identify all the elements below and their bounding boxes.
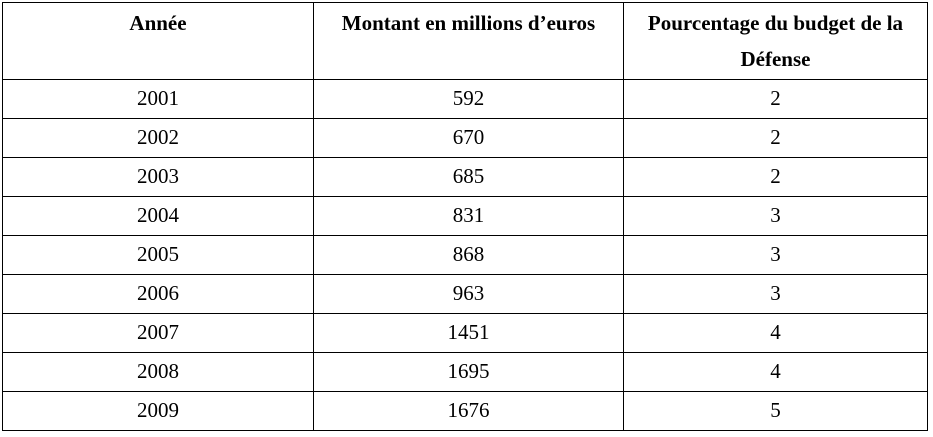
table-row: 2005 868 3 xyxy=(2,235,928,275)
year-cell: 2006 xyxy=(2,274,314,314)
percentage-cell: 3 xyxy=(623,196,928,236)
table-body: 2001 592 2 2002 670 2 2003 685 2 2004 831 3 2005 868 3… xyxy=(2,79,928,431)
table-row: 2001 592 2 xyxy=(2,79,928,119)
amount-cell: 1676 xyxy=(313,391,624,431)
amount-cell: 868 xyxy=(313,235,624,275)
header-pourcentage-line1: Pourcentage du budget de la xyxy=(647,11,904,35)
amount-cell: 1695 xyxy=(313,352,624,392)
year-cell: 2004 xyxy=(2,196,314,236)
header-row: Année Montant en millions d’euros Pource… xyxy=(2,2,928,80)
amount-cell: 963 xyxy=(313,274,624,314)
percentage-cell: 5 xyxy=(623,391,928,431)
year-cell: 2002 xyxy=(2,118,314,158)
table-row: 2008 1695 4 xyxy=(2,352,928,392)
percentage-cell: 3 xyxy=(623,274,928,314)
header-pourcentage: Pourcentage du budget de la Défense xyxy=(623,2,928,80)
amount-cell: 592 xyxy=(313,79,624,119)
year-cell: 2003 xyxy=(2,157,314,197)
table-row: 2006 963 3 xyxy=(2,274,928,314)
percentage-cell: 4 xyxy=(623,352,928,392)
table-row: 2003 685 2 xyxy=(2,157,928,197)
header-pourcentage-line2: Défense xyxy=(740,47,811,71)
amount-cell: 670 xyxy=(313,118,624,158)
year-cell: 2005 xyxy=(2,235,314,275)
year-cell: 2001 xyxy=(2,79,314,119)
year-cell: 2009 xyxy=(2,391,314,431)
table-row: 2004 831 3 xyxy=(2,196,928,236)
amount-cell: 1451 xyxy=(313,313,624,353)
year-cell: 2007 xyxy=(2,313,314,353)
header-montant: Montant en millions d’euros xyxy=(313,2,624,80)
table-row: 2002 670 2 xyxy=(2,118,928,158)
year-cell: 2008 xyxy=(2,352,314,392)
header-annee: Année xyxy=(2,2,314,80)
amount-cell: 685 xyxy=(313,157,624,197)
percentage-cell: 2 xyxy=(623,118,928,158)
budget-table: Année Montant en millions d’euros Pource… xyxy=(2,2,928,431)
amount-cell: 831 xyxy=(313,196,624,236)
percentage-cell: 2 xyxy=(623,79,928,119)
percentage-cell: 3 xyxy=(623,235,928,275)
percentage-cell: 2 xyxy=(623,157,928,197)
percentage-cell: 4 xyxy=(623,313,928,353)
table-row: 2007 1451 4 xyxy=(2,313,928,353)
table-row: 2009 1676 5 xyxy=(2,391,928,431)
